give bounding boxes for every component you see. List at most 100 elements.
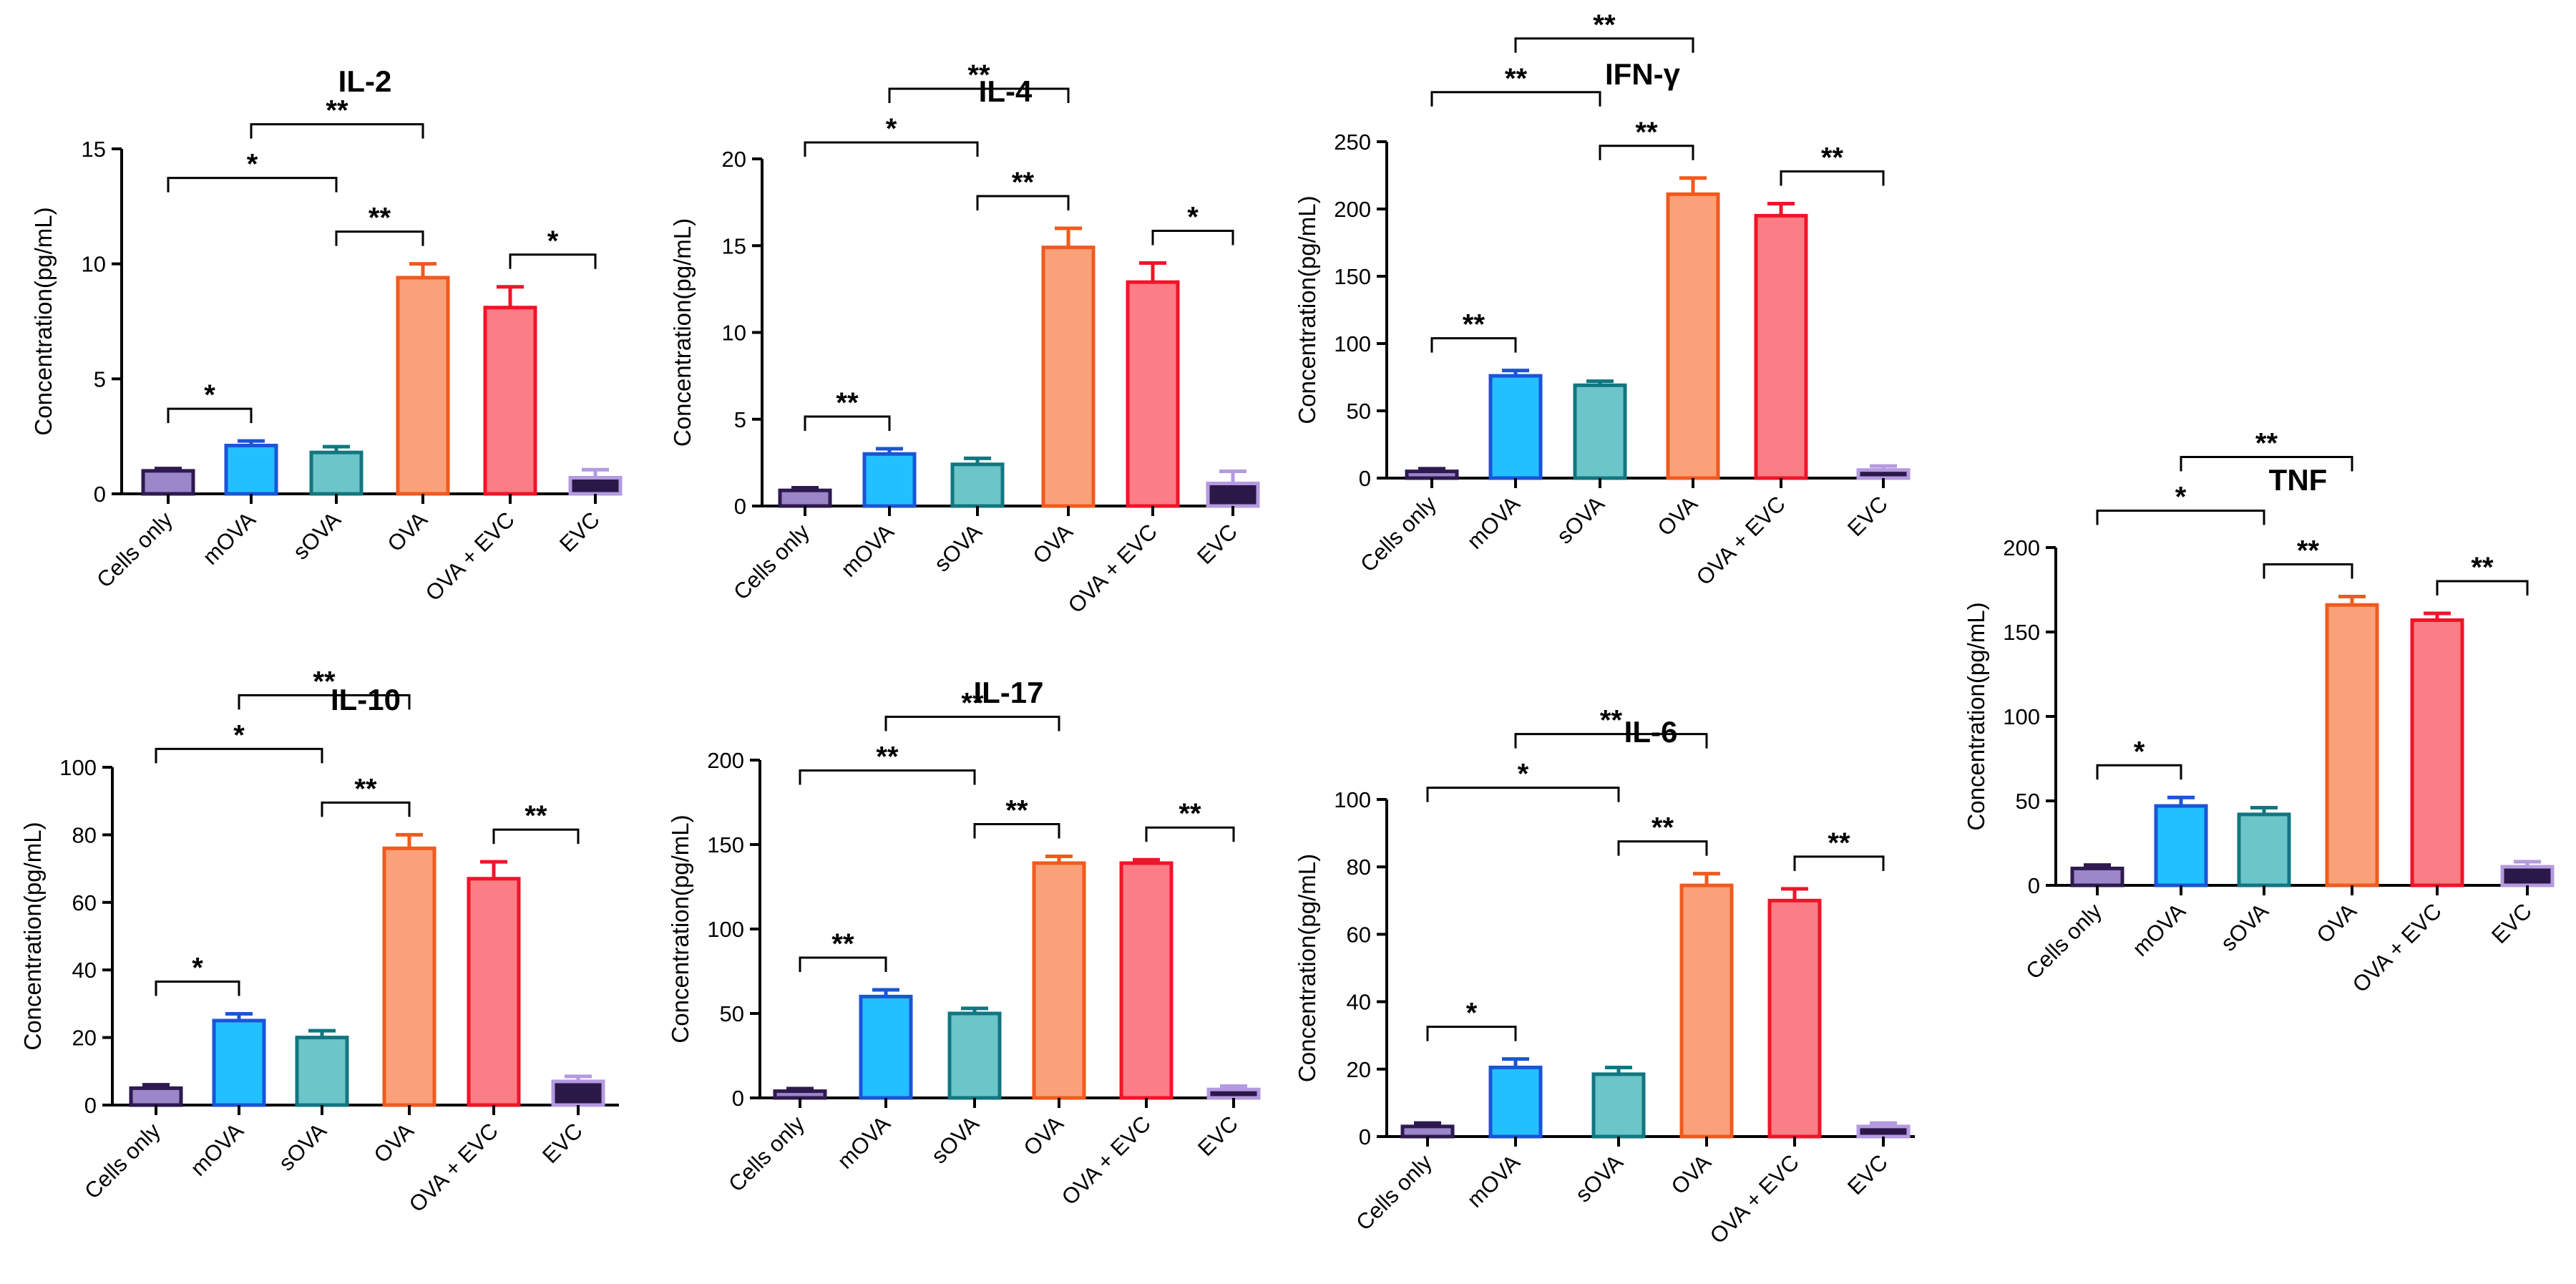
chart-panel-IL-10: IL-10 Concentration(pg/mL) 0 20 40 60 80 100 Cel…: [19, 666, 619, 1217]
significance-bracket: [1145, 826, 1235, 842]
significance-label: *: [2175, 481, 2187, 512]
significance-bracket: [1430, 337, 1517, 353]
x-category-label: mOVA: [197, 507, 260, 570]
bar-OVA: [396, 276, 450, 496]
x-category-label: sOVA: [930, 519, 987, 577]
y-tick-label: 200: [2003, 535, 2040, 560]
bar-mOVA: [212, 1018, 266, 1107]
significance-label: **: [1012, 167, 1035, 198]
significance-bracket: [799, 769, 976, 785]
significance-label: **: [326, 95, 348, 127]
significance-label: **: [876, 741, 899, 773]
significance-bracket: [973, 823, 1060, 839]
y-tick-label: 0: [734, 494, 746, 519]
bar-OVA: [382, 846, 436, 1107]
y-tick-label: 50: [720, 1001, 744, 1026]
significance-label: **: [1463, 309, 1485, 341]
bar-EVC: [1856, 468, 1911, 480]
x-category-label: OVA: [1028, 519, 1078, 569]
y-axis-label: Concentration(pg/mL): [667, 814, 693, 1043]
chart-panel-IFN-γ: IFN-γ Concentration(pg/mL) 0 50 100 150 200 250…: [1294, 9, 1911, 590]
significance-bracket: [1617, 840, 1708, 856]
bar-mOVA: [2154, 804, 2208, 887]
x-category-label: Cells only: [92, 507, 177, 593]
y-axis-label: Concentration(pg/mL): [1963, 602, 1989, 830]
significance-bracket: [2436, 580, 2529, 596]
y-tick-label: 15: [722, 233, 746, 258]
significance-label: **: [1005, 795, 1028, 827]
significance-bracket: [1514, 733, 1708, 749]
bar-EVC: [1206, 1087, 1261, 1100]
bar-sOVA: [950, 462, 1005, 508]
significance-bracket: [888, 87, 1070, 103]
x-category-label: sOVA: [1571, 1149, 1629, 1207]
bar-OVA + EVC: [1119, 861, 1174, 1100]
y-tick-label: 100: [707, 917, 744, 942]
x-category-label: OVA + EVC: [1692, 491, 1790, 590]
significance-bracket: [238, 694, 411, 710]
y-axis-label: Concentration(pg/mL): [19, 822, 46, 1050]
bar-Cells only: [1400, 1124, 1455, 1139]
significance-bracket: [1151, 230, 1234, 245]
significance-label: *: [192, 953, 203, 984]
x-category-label: EVC: [1193, 1111, 1243, 1161]
x-category-label: mOVA: [1462, 1149, 1525, 1212]
significance-label: *: [247, 149, 258, 180]
significance-bracket: [1514, 37, 1694, 53]
x-category-label: OVA: [2312, 898, 2362, 948]
y-tick-label: 0: [732, 1086, 744, 1111]
x-category-label: OVA: [1019, 1111, 1069, 1161]
x-category-label: Cells only: [1351, 1149, 1437, 1235]
bar-OVA + EVC: [1754, 213, 1808, 480]
significance-label: **: [2297, 535, 2320, 566]
y-tick-label: 0: [1359, 1124, 1371, 1149]
x-category-label: EVC: [555, 507, 605, 557]
x-category-label: OVA + EVC: [404, 1118, 503, 1217]
x-category-label: OVA + EVC: [421, 507, 519, 605]
x-category-label: mOVA: [836, 519, 899, 582]
x-category-label: OVA + EVC: [1705, 1149, 1804, 1248]
y-tick-label: 60: [72, 890, 97, 915]
bar-Cells only: [778, 488, 832, 508]
panel-title: IL-4: [979, 74, 1033, 108]
y-axis-label: Concentration(pg/mL): [1294, 195, 1320, 424]
chart-panel-IL-6: IL-6 Concentration(pg/mL) 0 20 40 60 80 100 Cell…: [1294, 705, 1915, 1248]
significance-bracket: [155, 747, 323, 764]
y-tick-label: 10: [82, 252, 106, 277]
significance-label: *: [204, 379, 215, 411]
y-tick-label: 5: [734, 407, 746, 432]
y-tick-label: 80: [72, 822, 97, 847]
significance-bracket: [509, 253, 597, 269]
significance-bracket: [250, 123, 424, 139]
x-category-label: Cells only: [728, 519, 814, 605]
bar-OVA: [1041, 245, 1096, 508]
x-category-label: OVA: [1667, 1149, 1717, 1200]
x-category-label: mOVA: [185, 1118, 248, 1181]
bar-OVA: [1032, 861, 1086, 1100]
y-tick-label: 10: [722, 321, 746, 346]
significance-label: **: [1821, 142, 1844, 173]
significance-label: **: [2255, 427, 2278, 459]
panel-title: IL-6: [1624, 715, 1678, 749]
bar-OVA + EVC: [2410, 618, 2464, 887]
significance-label: *: [1466, 998, 1478, 1029]
bar-EVC: [1206, 481, 1260, 508]
bar-mOVA: [859, 994, 913, 1100]
bar-Cells only: [141, 469, 195, 496]
significance-bracket: [2096, 509, 2265, 525]
y-tick-label: 100: [59, 755, 97, 780]
y-tick-label: 250: [1334, 130, 1371, 155]
x-category-label: EVC: [1843, 491, 1893, 541]
x-category-label: sOVA: [274, 1118, 332, 1176]
bar-Cells only: [129, 1086, 183, 1107]
significance-label: **: [831, 928, 854, 960]
significance-label: **: [354, 773, 377, 804]
y-axis-label: Concentration(pg/mL): [1294, 854, 1320, 1082]
bar-sOVA: [947, 1011, 1002, 1100]
y-tick-label: 80: [1347, 855, 1371, 880]
x-category-label: Cells only: [723, 1111, 809, 1197]
significance-label: **: [1179, 798, 1201, 830]
y-tick-label: 40: [1347, 990, 1371, 1015]
chart-panel-IL-2: IL-2 Concentration(pg/mL) 0 5 10 15 Cells only…: [30, 64, 623, 605]
